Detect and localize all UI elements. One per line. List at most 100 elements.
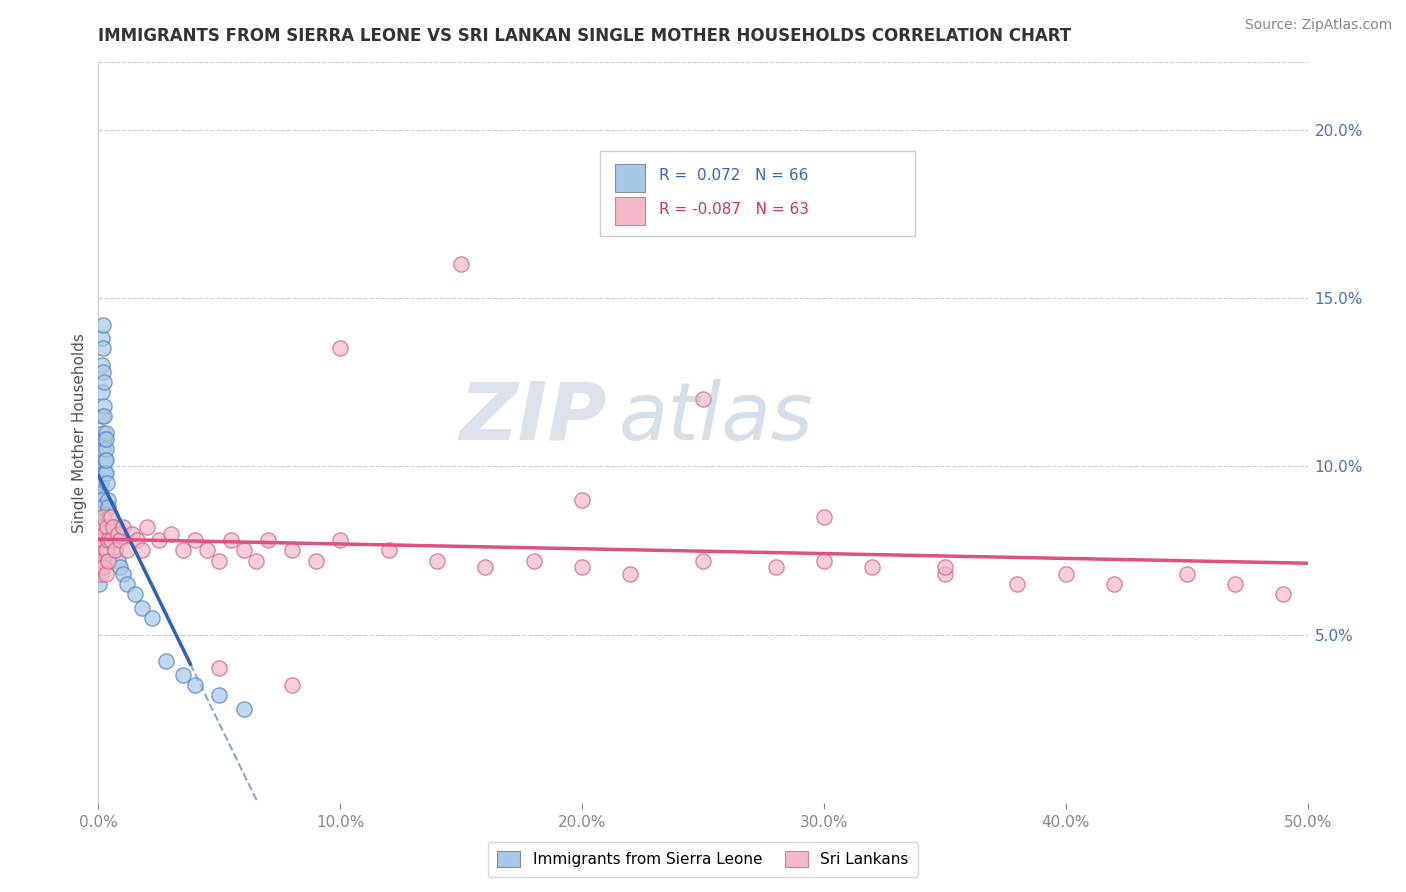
Text: IMMIGRANTS FROM SIERRA LEONE VS SRI LANKAN SINGLE MOTHER HOUSEHOLDS CORRELATION : IMMIGRANTS FROM SIERRA LEONE VS SRI LANK… xyxy=(98,27,1071,45)
Point xyxy=(107,553,129,567)
FancyBboxPatch shape xyxy=(600,152,915,236)
Point xyxy=(93,409,115,423)
Point xyxy=(155,655,177,669)
Point xyxy=(89,476,111,491)
Point xyxy=(90,520,112,534)
Point xyxy=(91,520,114,534)
Point xyxy=(1223,577,1246,591)
Point xyxy=(94,466,117,480)
Point xyxy=(619,566,641,581)
Point xyxy=(90,500,112,514)
Point xyxy=(117,577,139,591)
Point xyxy=(89,577,111,591)
Point xyxy=(89,533,111,548)
Text: Source: ZipAtlas.com: Source: ZipAtlas.com xyxy=(1244,18,1392,32)
Point xyxy=(91,409,114,423)
Point xyxy=(135,520,157,534)
Point xyxy=(91,509,114,524)
Point xyxy=(860,560,883,574)
Point xyxy=(1175,566,1198,581)
Point xyxy=(208,661,231,675)
Point xyxy=(91,331,114,345)
Point xyxy=(104,543,127,558)
Point xyxy=(101,520,124,534)
Point xyxy=(91,560,114,574)
Text: R = -0.087   N = 63: R = -0.087 N = 63 xyxy=(659,202,810,217)
Point xyxy=(108,533,131,548)
Point xyxy=(377,543,399,558)
Point xyxy=(89,492,111,507)
Point xyxy=(221,533,243,548)
Bar xyxy=(614,164,645,192)
Point xyxy=(208,688,231,702)
Text: R =  0.072   N = 66: R = 0.072 N = 66 xyxy=(659,169,808,183)
Point xyxy=(90,500,112,514)
Point xyxy=(90,486,112,500)
Point xyxy=(305,553,328,567)
Point xyxy=(934,560,956,574)
Point xyxy=(96,520,118,534)
Point xyxy=(692,553,714,567)
Point xyxy=(281,543,304,558)
Point xyxy=(1054,566,1077,581)
Point xyxy=(97,492,120,507)
Point xyxy=(104,543,127,558)
Point xyxy=(91,385,114,400)
Point xyxy=(94,425,117,440)
Point xyxy=(245,553,267,567)
Point xyxy=(93,452,115,467)
Point xyxy=(91,342,114,356)
Point xyxy=(97,520,120,534)
Point xyxy=(813,509,835,524)
Point xyxy=(184,533,207,548)
Point xyxy=(474,560,496,574)
Point xyxy=(91,365,114,379)
Point xyxy=(89,560,111,574)
Point xyxy=(89,553,111,567)
Point xyxy=(96,452,118,467)
Point xyxy=(329,533,352,548)
Point xyxy=(89,526,111,541)
Point xyxy=(450,257,472,271)
Point xyxy=(1102,577,1125,591)
Point xyxy=(94,466,117,480)
Point xyxy=(91,425,114,440)
Point xyxy=(94,442,117,457)
Point xyxy=(934,566,956,581)
Point xyxy=(91,533,114,548)
Point xyxy=(87,543,110,558)
Point xyxy=(1272,587,1295,601)
Point xyxy=(89,486,111,500)
Point xyxy=(101,533,124,548)
Point xyxy=(90,509,112,524)
Point xyxy=(91,442,114,457)
Text: atlas: atlas xyxy=(619,379,813,457)
Point xyxy=(94,566,117,581)
Point xyxy=(232,701,254,715)
Point xyxy=(100,520,122,534)
Point xyxy=(148,533,170,548)
Point xyxy=(131,600,153,615)
Point xyxy=(141,610,163,624)
Point xyxy=(93,375,115,389)
Point xyxy=(94,543,117,558)
Point xyxy=(89,526,111,541)
Point xyxy=(208,553,231,567)
Point xyxy=(100,533,122,548)
Point xyxy=(90,520,112,534)
Point xyxy=(692,392,714,406)
Point xyxy=(97,553,120,567)
Point xyxy=(96,433,118,447)
Point xyxy=(97,533,120,548)
Point xyxy=(100,533,122,548)
Point xyxy=(813,553,835,567)
Point xyxy=(107,526,129,541)
Point xyxy=(89,509,111,524)
Point xyxy=(131,543,153,558)
Point xyxy=(121,526,143,541)
Point xyxy=(117,543,139,558)
Point xyxy=(172,543,194,558)
Point xyxy=(90,476,112,491)
Point xyxy=(111,566,134,581)
Point xyxy=(89,492,111,507)
